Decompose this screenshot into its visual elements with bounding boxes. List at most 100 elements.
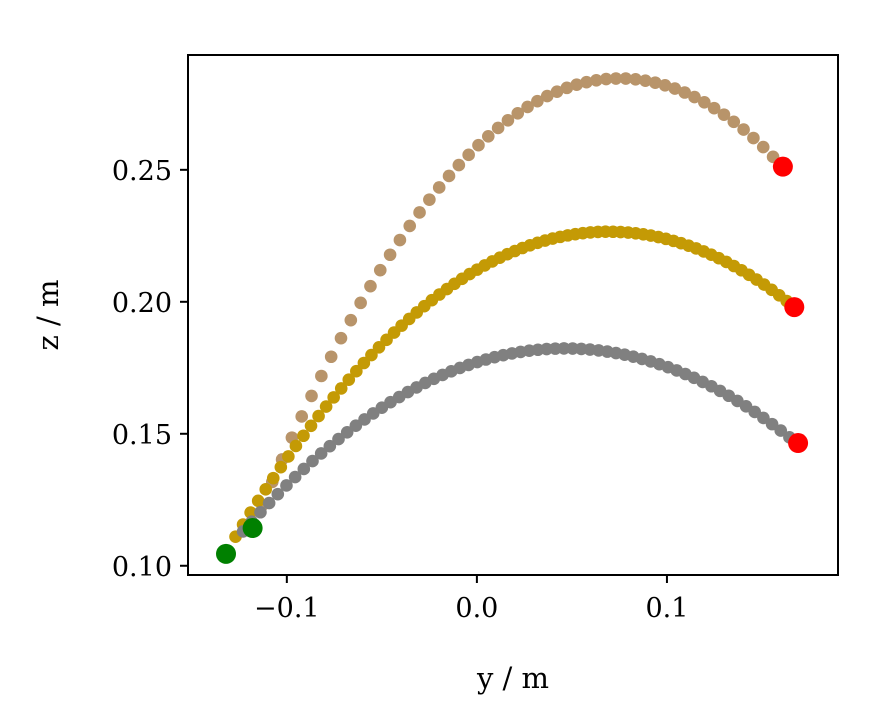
data-point — [452, 158, 466, 172]
data-point — [274, 460, 288, 474]
data-point — [423, 193, 436, 206]
x-tick-label: 0.1 — [645, 593, 688, 624]
x-tick-label: −0.1 — [254, 593, 320, 624]
data-point — [521, 100, 534, 114]
data-point — [757, 411, 770, 425]
data-point — [334, 382, 348, 395]
marker-layer — [216, 156, 809, 564]
data-layer — [229, 72, 805, 544]
end-marker — [788, 433, 809, 454]
data-point — [698, 95, 711, 109]
data-point — [570, 78, 583, 92]
y-tick-label: 0.15 — [112, 420, 172, 451]
plot-frame — [187, 54, 839, 576]
data-point — [323, 439, 337, 453]
data-point — [289, 439, 303, 453]
data-point — [373, 263, 387, 277]
data-point — [349, 419, 363, 433]
data-point — [332, 432, 345, 446]
data-point — [271, 487, 285, 501]
data-point — [540, 89, 554, 103]
x-tick-label: 0.0 — [455, 593, 498, 624]
data-point — [639, 74, 652, 87]
data-point — [472, 138, 485, 152]
data-point — [297, 429, 310, 443]
data-point — [619, 72, 633, 85]
data-point — [678, 86, 691, 99]
data-point — [717, 108, 731, 121]
y-axis-label: z / m — [31, 280, 65, 351]
data-point — [668, 82, 682, 95]
data-point — [609, 72, 623, 85]
data-point — [280, 479, 293, 492]
data-point — [304, 419, 318, 433]
data-point — [305, 389, 318, 403]
data-point — [737, 123, 750, 136]
data-point — [244, 506, 257, 519]
data-point — [403, 219, 417, 233]
data-point — [393, 233, 407, 247]
data-point — [511, 106, 525, 120]
data-point — [340, 425, 354, 439]
data-point — [315, 369, 328, 383]
data-point — [756, 140, 770, 154]
data-point — [324, 350, 338, 364]
data-point — [688, 90, 701, 104]
data-point — [481, 129, 495, 143]
data-point — [334, 331, 348, 345]
series-trajectory-gray — [236, 342, 805, 538]
data-point — [413, 206, 426, 219]
end-marker — [784, 297, 805, 318]
data-point — [282, 450, 295, 463]
y-tick-label: 0.20 — [112, 288, 172, 319]
data-point — [357, 356, 371, 370]
data-point — [491, 121, 505, 135]
data-point — [319, 400, 333, 413]
x-axis-label: y / m — [476, 661, 549, 695]
data-point — [364, 279, 377, 293]
data-point — [462, 148, 475, 162]
data-point — [314, 447, 328, 460]
y-axis: 0.10 0.15 0.20 0.25 — [112, 156, 188, 583]
data-point — [557, 342, 571, 355]
data-point — [262, 496, 276, 510]
y-tick-label: 0.10 — [112, 552, 172, 583]
data-point — [295, 410, 309, 423]
data-point — [297, 462, 311, 476]
data-point — [251, 494, 265, 508]
start-marker — [216, 543, 237, 564]
data-point — [648, 76, 662, 89]
data-point — [354, 296, 367, 310]
data-point — [774, 424, 788, 437]
data-point — [327, 391, 340, 404]
data-point — [599, 72, 613, 86]
data-point — [288, 470, 302, 484]
data-point — [350, 364, 363, 378]
data-point — [580, 75, 593, 89]
series-trajectory-tan — [246, 72, 790, 536]
x-axis: −0.1 0.0 0.1 — [254, 575, 688, 624]
data-point — [658, 78, 672, 92]
data-point — [344, 313, 358, 327]
data-point — [383, 248, 397, 262]
data-point — [629, 72, 642, 86]
data-point — [727, 115, 741, 129]
y-tick-label: 0.25 — [112, 156, 172, 187]
data-point — [560, 81, 574, 95]
data-point — [590, 74, 603, 87]
data-point — [432, 181, 446, 194]
data-point — [531, 94, 544, 108]
data-point — [254, 505, 267, 519]
data-point — [306, 454, 319, 468]
data-point — [550, 85, 564, 98]
data-point — [501, 114, 515, 127]
data-point — [365, 348, 378, 362]
start-marker — [242, 518, 263, 539]
data-point — [442, 169, 456, 183]
data-point — [259, 483, 273, 496]
end-marker — [772, 156, 793, 177]
data-point — [765, 417, 779, 431]
data-point — [747, 131, 760, 145]
